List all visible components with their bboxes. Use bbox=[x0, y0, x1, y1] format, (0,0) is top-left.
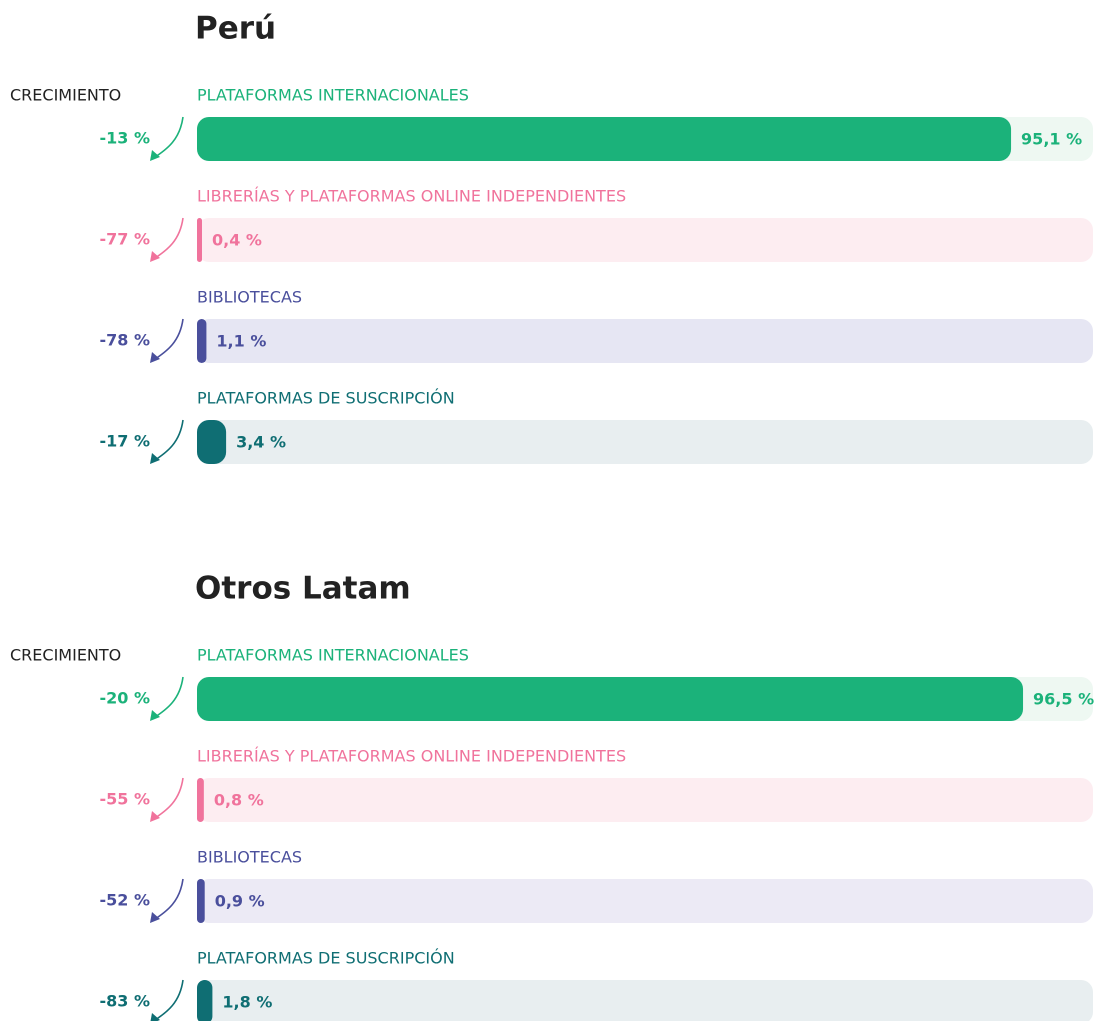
bar-track bbox=[197, 980, 1093, 1021]
category-label: LIBRERÍAS Y PLATAFORMAS ONLINE INDEPENDI… bbox=[197, 747, 626, 766]
bar-track bbox=[197, 218, 1093, 262]
growth-arrow bbox=[151, 116, 184, 160]
arrow-head bbox=[150, 1013, 160, 1021]
growth-header: CRECIMIENTO bbox=[10, 86, 121, 105]
growth-value: -20 % bbox=[99, 689, 150, 708]
bar bbox=[197, 778, 204, 822]
category-label: PLATAFORMAS INTERNACIONALES bbox=[197, 646, 469, 665]
growth-value: -78 % bbox=[99, 331, 150, 350]
bar bbox=[197, 980, 213, 1021]
bar-track bbox=[197, 778, 1093, 822]
bar-track bbox=[197, 319, 1093, 363]
growth-arrow bbox=[151, 878, 184, 922]
category-label: BIBLIOTECAS bbox=[197, 288, 302, 307]
bar bbox=[197, 117, 1012, 161]
category-label: PLATAFORMAS DE SUSCRIPCIÓN bbox=[197, 389, 455, 408]
bar-track bbox=[197, 420, 1093, 464]
arrow-head bbox=[150, 710, 160, 721]
category-label: PLATAFORMAS INTERNACIONALES bbox=[197, 86, 469, 105]
growth-arrow bbox=[151, 217, 184, 261]
chart-title: Perú bbox=[195, 11, 276, 47]
bar-track bbox=[197, 879, 1093, 923]
growth-arrow bbox=[151, 318, 184, 362]
chart-title: Otros Latam bbox=[195, 571, 411, 607]
arrow-head bbox=[150, 352, 160, 363]
arrow-head bbox=[150, 811, 160, 822]
category-label: PLATAFORMAS DE SUSCRIPCIÓN bbox=[197, 949, 455, 968]
bar bbox=[197, 879, 205, 923]
arrow-head bbox=[150, 912, 160, 923]
growth-arrow bbox=[151, 676, 184, 720]
growth-arrow bbox=[152, 979, 184, 1021]
value-label: 0,9 % bbox=[215, 892, 265, 911]
value-label: 0,8 % bbox=[214, 791, 264, 810]
bar bbox=[197, 420, 227, 464]
value-label: 0,4 % bbox=[212, 231, 262, 250]
arrow-head bbox=[150, 251, 160, 262]
category-label: BIBLIOTECAS bbox=[197, 848, 302, 867]
value-label: 95,1 % bbox=[1021, 130, 1082, 149]
growth-value: -83 % bbox=[99, 992, 150, 1011]
value-label: 1,1 % bbox=[216, 332, 266, 351]
value-label: 3,4 % bbox=[236, 433, 286, 452]
arrow-head bbox=[150, 150, 160, 161]
value-label: 1,8 % bbox=[222, 993, 272, 1012]
growth-value: -52 % bbox=[99, 891, 150, 910]
bar bbox=[197, 677, 1024, 721]
growth-header: CRECIMIENTO bbox=[10, 646, 121, 665]
growth-value: -17 % bbox=[99, 432, 150, 451]
growth-arrow bbox=[151, 777, 184, 821]
growth-arrow bbox=[151, 419, 184, 463]
bar bbox=[197, 319, 207, 363]
growth-value: -77 % bbox=[99, 230, 150, 249]
category-label: LIBRERÍAS Y PLATAFORMAS ONLINE INDEPENDI… bbox=[197, 187, 626, 206]
arrow-head bbox=[150, 453, 160, 464]
bar bbox=[197, 218, 202, 262]
growth-value: -55 % bbox=[99, 790, 150, 809]
value-label: 96,5 % bbox=[1033, 690, 1094, 709]
growth-value: -13 % bbox=[99, 129, 150, 148]
